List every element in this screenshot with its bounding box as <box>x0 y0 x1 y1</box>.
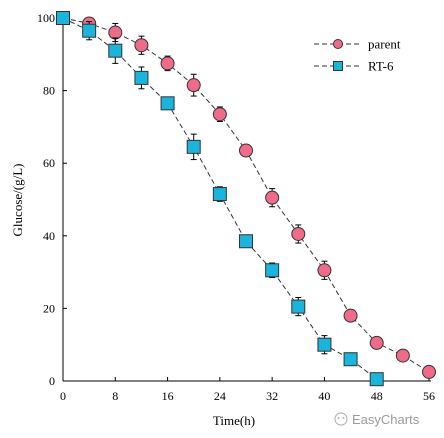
data-point <box>317 263 332 278</box>
watermark-icon-dot <box>337 417 340 419</box>
x-tick-label: 16 <box>162 389 174 403</box>
axes <box>62 16 431 382</box>
data-point <box>56 11 70 25</box>
legend-square-marker <box>333 61 343 71</box>
y-tick-label: 60 <box>43 156 55 170</box>
data-point <box>160 96 175 111</box>
legend-label: parent <box>368 37 401 52</box>
legend-item: RT-6 <box>314 59 394 74</box>
data-point <box>395 348 410 363</box>
x-tick-label: 8 <box>112 389 118 403</box>
data-point <box>291 226 306 241</box>
series-parent <box>56 11 436 379</box>
data-point <box>291 299 306 314</box>
data-point <box>186 139 201 154</box>
data-point <box>212 107 227 122</box>
data-point <box>369 372 384 387</box>
x-tick-label: 56 <box>423 389 435 403</box>
y-tick-label: 40 <box>43 229 55 243</box>
series-layer <box>56 11 436 387</box>
tick-labels: 0 8 16 24 32 40 48 56 0 20 40 60 80 100 <box>37 11 435 403</box>
data-point <box>343 352 358 367</box>
x-axis-label: Time(h) <box>213 413 255 428</box>
x-tick-label: 24 <box>214 389 226 403</box>
legend-circle-marker <box>333 39 343 49</box>
x-tick-label: 0 <box>60 389 66 403</box>
legend-item: parent <box>314 37 401 52</box>
data-point <box>317 337 332 352</box>
data-point <box>265 190 280 205</box>
data-point <box>239 234 253 249</box>
y-tick-label: 20 <box>43 301 55 315</box>
data-point <box>108 25 123 40</box>
x-tick-label: 48 <box>371 389 383 403</box>
y-axis-label: Glucose/(g/L) <box>10 164 25 237</box>
y-tick-label: 80 <box>43 84 55 98</box>
watermark-icon-dot <box>342 417 345 419</box>
data-point <box>369 335 384 350</box>
legend-label: RT-6 <box>368 59 394 74</box>
legend: parent RT-6 <box>314 37 401 74</box>
data-point <box>186 78 201 93</box>
watermark-text: EasyCharts <box>352 412 420 427</box>
data-point <box>265 263 280 278</box>
x-tick-label: 32 <box>266 389 278 403</box>
data-point <box>239 143 253 158</box>
data-point <box>212 187 227 202</box>
watermark-icon <box>334 412 348 426</box>
data-point <box>160 56 175 71</box>
data-point <box>422 364 436 379</box>
y-tick-label: 100 <box>37 11 55 25</box>
data-point <box>134 38 149 53</box>
data-point <box>108 43 123 58</box>
x-tick-label: 40 <box>318 389 330 403</box>
data-point <box>343 308 358 323</box>
series-rt-6 <box>56 11 384 387</box>
watermark: EasyCharts <box>334 412 420 427</box>
y-tick-label: 0 <box>49 374 55 388</box>
data-point <box>82 23 97 38</box>
data-point <box>134 70 149 85</box>
